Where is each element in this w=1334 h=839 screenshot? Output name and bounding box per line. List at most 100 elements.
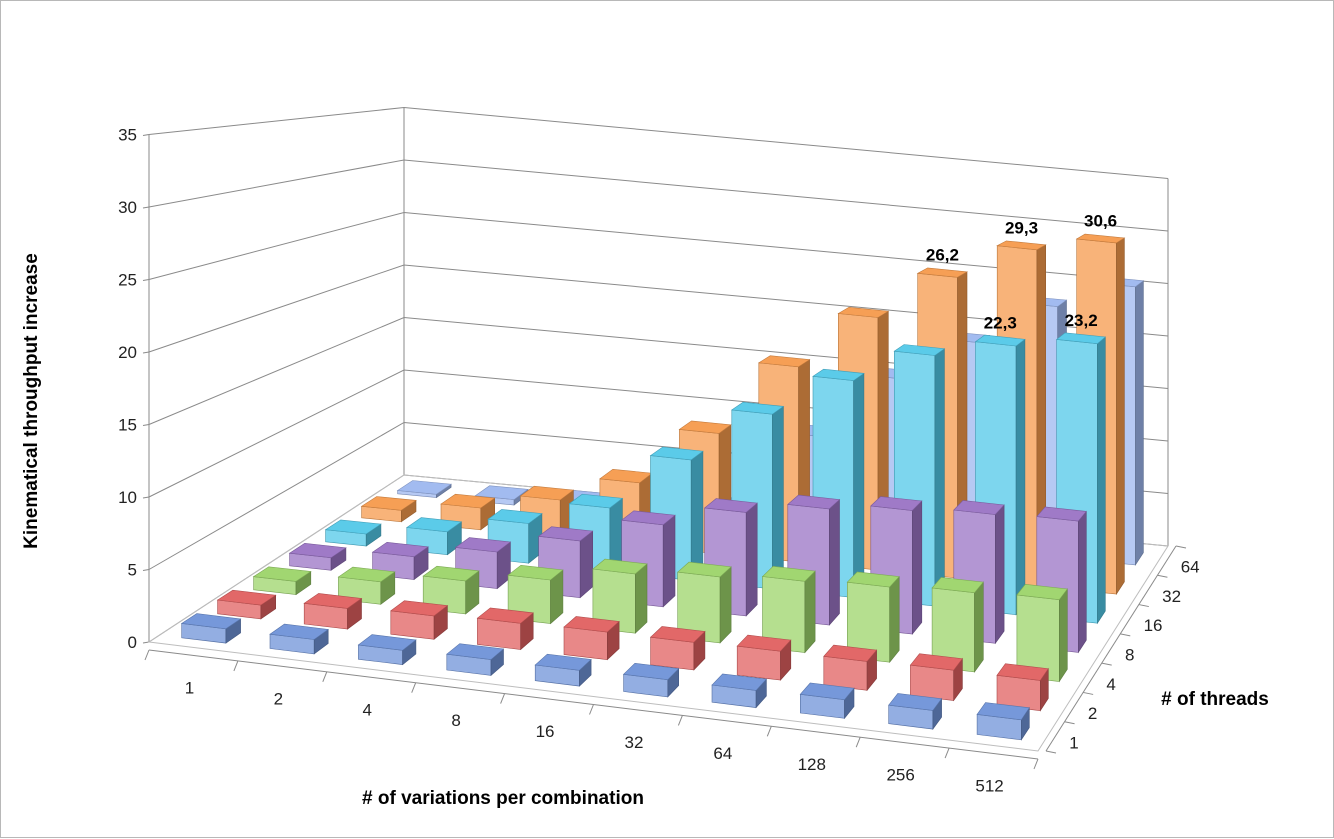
- x-tick-mark: [766, 726, 772, 737]
- data-label: 23,2: [1065, 311, 1098, 330]
- bar-1-2: [269, 623, 329, 655]
- bar-top-face: [487, 509, 543, 524]
- bar-16-1: [324, 519, 382, 547]
- y-tick-mark-25: [142, 279, 150, 281]
- y-tick-mark-5: [142, 569, 150, 571]
- bar-top-face: [837, 306, 890, 318]
- bar-top-face: [916, 267, 968, 278]
- x-tick-mark: [500, 693, 506, 704]
- data-label: 30,6: [1084, 211, 1117, 230]
- bar-top-face: [405, 517, 463, 533]
- z-tick-mark: [1175, 545, 1187, 549]
- bar-top-face: [324, 519, 382, 535]
- x-tick-mark: [144, 649, 150, 661]
- gridline-25: [148, 211, 1169, 284]
- bar-side-face: [1116, 237, 1125, 596]
- bar-top-face: [360, 496, 417, 511]
- y-tick-mark-10: [142, 496, 150, 499]
- bar-top-face: [888, 693, 943, 711]
- y-tick-label: 20: [118, 343, 137, 362]
- bar-top-face: [703, 498, 758, 513]
- y-tick-mark-20: [142, 351, 150, 354]
- z-tick-label: 8: [1125, 646, 1134, 665]
- bar-top-face: [454, 537, 512, 553]
- bar-side-face: [974, 581, 984, 673]
- bar-side-face: [804, 570, 816, 654]
- x-tick-label: 2: [274, 689, 283, 708]
- x-tick-label: 16: [536, 722, 555, 741]
- bar-1-512: [976, 702, 1030, 741]
- bar-top-face: [537, 526, 594, 542]
- bar-2-128: [823, 644, 878, 692]
- bar-side-face: [634, 563, 648, 634]
- x-tick-label: 64: [713, 744, 732, 763]
- bar-top-face: [909, 653, 963, 671]
- bar-top-face: [507, 564, 564, 581]
- bar-4-256: [931, 577, 984, 673]
- bar-top-face: [357, 634, 417, 651]
- z-tick-mark: [1064, 721, 1075, 725]
- bar-top-face: [812, 368, 865, 381]
- bar-2-64: [736, 634, 792, 681]
- bar-top-face: [396, 480, 452, 495]
- z-tick-label: 2: [1088, 704, 1097, 723]
- bar-top-face: [440, 493, 496, 509]
- bar-top-face: [371, 541, 429, 558]
- bar-top-face: [730, 401, 785, 415]
- y-tick-mark-15: [142, 424, 150, 426]
- z-tick-mark: [1045, 750, 1057, 754]
- bar-top-face: [893, 344, 946, 356]
- bar-8-256: [953, 500, 1005, 645]
- bar-top-face: [563, 616, 620, 633]
- bar-top-face: [823, 644, 878, 662]
- x-tick-mark: [1033, 758, 1039, 770]
- bar-top-face: [931, 577, 984, 594]
- y-tick-mark-35: [142, 134, 150, 136]
- x-tick-label: 512: [975, 777, 1003, 796]
- bar-4-32: [676, 561, 732, 644]
- gridline-20: [148, 264, 1169, 353]
- bar-front-face: [910, 664, 955, 701]
- bar-side-face: [1097, 336, 1106, 625]
- bar-top-face: [620, 510, 676, 526]
- bar-top-face: [269, 623, 329, 640]
- bar-top-face: [216, 589, 277, 606]
- z-tick-mark: [1083, 691, 1094, 695]
- bar-side-face: [579, 530, 594, 599]
- bar-top-face: [622, 662, 680, 681]
- bar-1-16: [534, 653, 592, 687]
- z-tick-mark: [1101, 662, 1112, 666]
- bar-1-4: [357, 634, 417, 666]
- chart-bars: [180, 233, 1145, 741]
- bar-side-face: [745, 502, 758, 617]
- bar-top-face: [996, 240, 1047, 251]
- z-tick-label: 4: [1106, 675, 1115, 694]
- bar-side-face: [889, 575, 900, 664]
- bar-2-2: [303, 593, 363, 630]
- bar-top-face: [711, 673, 768, 691]
- bar-2-256: [909, 653, 963, 702]
- bar-2-32: [649, 626, 706, 671]
- bar-2-16: [563, 616, 620, 661]
- bar-top-face: [519, 485, 575, 501]
- bar-top-face: [787, 494, 841, 510]
- bar-4-2: [337, 566, 396, 605]
- bar-side-face: [994, 504, 1005, 645]
- y-tick-label: 25: [118, 271, 137, 290]
- bar-top-face: [446, 643, 505, 660]
- bar-side-face: [911, 500, 923, 635]
- bar-top-face: [676, 561, 732, 578]
- bar-32-1: [360, 496, 417, 523]
- bar-top-face: [761, 565, 816, 582]
- chart-floor: [144, 474, 1187, 770]
- x-tick-mark: [233, 660, 239, 672]
- z-axis-line: [1045, 545, 1177, 752]
- bar-top-face: [846, 571, 900, 588]
- x-tick-label: 4: [363, 700, 372, 719]
- bar-1-64: [711, 673, 768, 709]
- bar-1-32: [622, 662, 680, 698]
- bar-top-face: [337, 566, 396, 583]
- bar-4-64: [761, 565, 816, 654]
- z-tick-mark: [1157, 574, 1168, 578]
